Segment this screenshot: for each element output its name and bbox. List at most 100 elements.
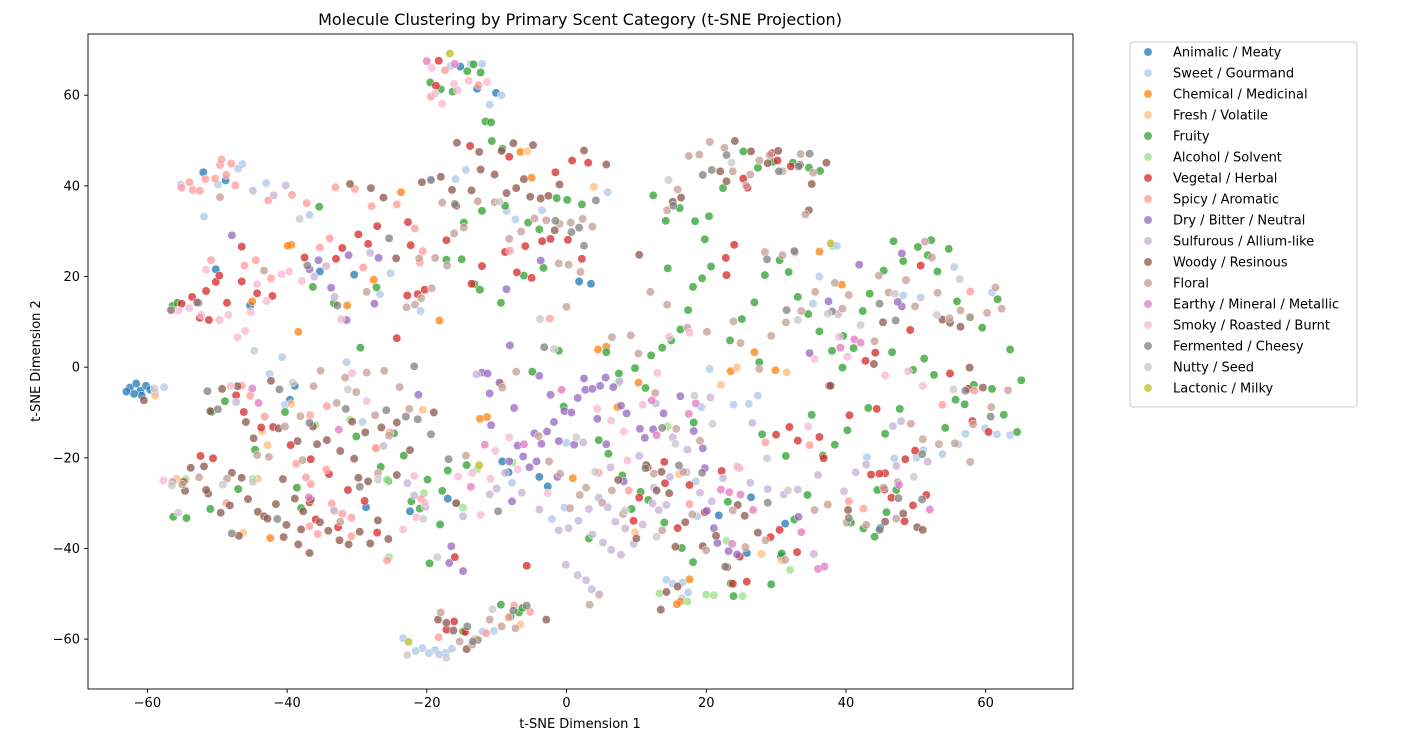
data-point	[528, 140, 538, 150]
data-point	[486, 117, 496, 127]
data-point	[810, 505, 819, 515]
data-point	[418, 246, 428, 256]
data-point	[956, 322, 965, 332]
data-point	[532, 456, 541, 466]
data-point	[682, 597, 692, 606]
data-point	[465, 141, 475, 151]
data-point	[493, 506, 503, 516]
data-point	[237, 277, 247, 286]
data-point	[448, 626, 458, 635]
data-point	[490, 446, 500, 456]
data-point	[554, 258, 564, 268]
legend-marker	[1143, 173, 1153, 183]
data-point	[613, 475, 623, 485]
data-point	[716, 380, 726, 390]
data-point	[607, 332, 617, 342]
data-point	[436, 607, 446, 617]
data-point	[576, 267, 585, 277]
data-point	[220, 396, 230, 406]
x-tick-label: 60	[977, 696, 994, 711]
data-point	[562, 302, 571, 312]
data-point	[965, 287, 975, 296]
data-point	[684, 151, 694, 161]
data-point	[701, 545, 711, 555]
data-point	[485, 474, 495, 484]
x-tick-label: 20	[698, 696, 715, 711]
data-point	[986, 412, 996, 422]
data-point	[280, 422, 290, 431]
data-point	[638, 520, 648, 529]
data-point	[830, 440, 840, 450]
data-point	[745, 478, 755, 488]
data-point	[955, 274, 965, 284]
data-point	[736, 490, 745, 499]
data-point	[712, 538, 722, 548]
data-point	[314, 202, 324, 212]
legend-label: Animalic / Meaty	[1173, 46, 1282, 61]
data-point	[485, 100, 495, 110]
legend-marker	[1143, 68, 1153, 78]
data-point	[649, 469, 659, 479]
data-point	[564, 260, 574, 270]
data-point	[436, 172, 446, 182]
data-point	[587, 222, 597, 232]
legend-marker	[1143, 194, 1153, 204]
data-point	[497, 621, 507, 631]
data-point	[842, 425, 852, 435]
data-point	[395, 382, 405, 392]
data-point	[541, 615, 551, 625]
data-point	[485, 615, 495, 625]
data-point	[590, 467, 600, 477]
data-point	[624, 486, 634, 495]
data-point	[773, 146, 783, 156]
y-tick-label: −60	[53, 633, 80, 648]
data-point	[566, 227, 576, 237]
data-point	[301, 472, 311, 482]
data-point	[248, 186, 258, 196]
data-point	[890, 289, 900, 299]
legend-marker	[1143, 383, 1153, 393]
data-point	[444, 558, 454, 568]
data-point	[844, 513, 854, 523]
data-point	[542, 427, 552, 436]
series-16	[404, 49, 836, 647]
data-point	[634, 378, 643, 388]
data-point	[698, 443, 708, 453]
data-point	[177, 183, 187, 193]
data-point	[473, 196, 483, 206]
data-point	[554, 525, 564, 535]
data-point	[263, 195, 273, 205]
data-point	[177, 480, 187, 490]
data-point	[337, 243, 347, 253]
data-point	[410, 300, 420, 310]
data-point	[944, 244, 954, 254]
data-point	[717, 466, 727, 476]
data-point	[353, 229, 363, 239]
data-point	[386, 268, 395, 278]
data-point	[641, 383, 650, 393]
data-point	[263, 440, 272, 450]
data-point	[796, 527, 806, 537]
data-point	[507, 496, 517, 506]
data-point	[249, 346, 259, 356]
data-point	[293, 327, 303, 337]
data-point	[951, 395, 961, 405]
data-point	[708, 419, 717, 429]
data-point	[900, 454, 910, 464]
data-point	[564, 523, 574, 533]
data-point	[272, 514, 282, 524]
data-point	[534, 431, 544, 441]
data-point	[650, 388, 660, 398]
data-point	[452, 138, 462, 148]
data-point	[722, 176, 731, 186]
data-point	[215, 192, 225, 202]
data-point	[482, 77, 492, 87]
data-point	[379, 193, 388, 203]
data-point	[201, 485, 211, 495]
data-point	[349, 454, 359, 464]
data-point	[814, 247, 824, 257]
data-point	[277, 352, 287, 362]
axes: −60 −40 −20 0 20 40 60 −60 −40 −20 0 20 40 60	[53, 33, 1074, 711]
data-point	[440, 65, 450, 75]
